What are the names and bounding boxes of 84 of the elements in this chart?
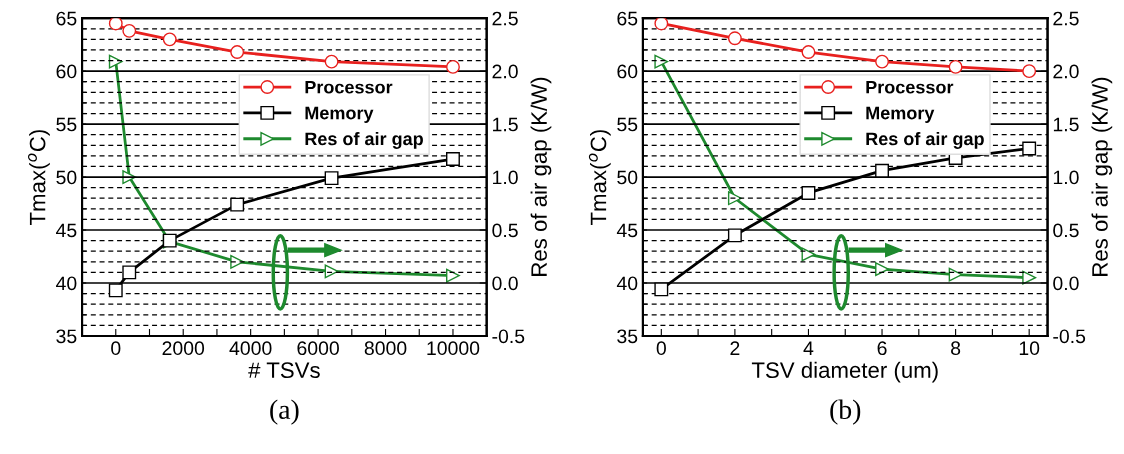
- point: [230, 45, 245, 60]
- point: [727, 228, 742, 243]
- point: [230, 254, 245, 269]
- point: [1022, 64, 1037, 79]
- x-tick-label: 0: [111, 341, 121, 356]
- y2-tick-label: 0.0: [1053, 276, 1079, 291]
- point: [446, 59, 460, 74]
- point: [654, 18, 669, 31]
- y-tick-label: 50: [617, 170, 638, 185]
- point: [324, 54, 339, 69]
- point: [108, 18, 123, 31]
- y2-tick-label: 2.0: [492, 64, 518, 79]
- legend-label: Processor: [866, 80, 954, 94]
- point: [801, 186, 816, 200]
- x-tick-label: 6: [877, 341, 887, 356]
- y-tick-label: 35: [56, 329, 77, 344]
- legend-label: Memory: [866, 106, 935, 123]
- y2-tick-label: 0.5: [492, 223, 518, 238]
- y-tick-label: 55: [56, 117, 77, 132]
- text: (a): [270, 399, 299, 425]
- y2-tick-label: -0.5: [1053, 329, 1086, 344]
- x-tick-label: 0: [656, 341, 666, 356]
- y-tick-label: 60: [617, 64, 638, 79]
- x-axis-title: # TSVs: [248, 362, 320, 379]
- point: [1022, 141, 1037, 156]
- y2-tick-label: 2.5: [492, 11, 518, 26]
- point: [230, 197, 245, 212]
- y-tick-label: 45: [616, 223, 638, 238]
- y-axis-title: Tmax($^{o}$C): [588, 130, 611, 225]
- legend-label: Memory: [305, 106, 374, 123]
- point: [948, 59, 963, 74]
- y-axis-title: Tmax($^{o}$C): [28, 130, 50, 225]
- point: [108, 283, 123, 298]
- x-tick-label: 8000: [364, 341, 407, 356]
- y2-tick-label: -0.5: [492, 329, 525, 344]
- y2-tick-label: 1.0: [493, 170, 518, 185]
- point: [727, 31, 742, 46]
- legend-label: Processor: [305, 80, 393, 94]
- point: [875, 262, 889, 277]
- y2-tick-label: 0.0: [492, 276, 518, 291]
- y2-tick-label: 1.5: [1053, 117, 1079, 132]
- legend-label: Res of air gap: [866, 131, 984, 149]
- x-tick-label: 2000: [162, 341, 205, 356]
- y-tick-label: 50: [56, 170, 77, 185]
- x-axis-title: TSV diameter (um): [751, 361, 938, 383]
- y-tick-label: 40: [56, 276, 77, 291]
- point: [324, 264, 339, 279]
- y2-tick-label: 0.5: [1053, 223, 1079, 238]
- point: [324, 171, 339, 186]
- y-tick-label: 40: [616, 276, 638, 291]
- point: [875, 54, 889, 69]
- point: [162, 32, 177, 47]
- x-tick-label: 2: [730, 341, 740, 355]
- point: [122, 23, 137, 38]
- y-tick-label: 45: [56, 223, 77, 238]
- y2-tick-label: 2.0: [1053, 64, 1079, 79]
- text: (b): [830, 399, 861, 425]
- point: [446, 268, 460, 283]
- y-tick-label: 65: [56, 11, 77, 26]
- y2-axis-title: Res of air gap (K/W): [1091, 77, 1113, 276]
- y2-tick-label: 2.5: [1053, 11, 1079, 26]
- x-tick-label: 10000: [427, 341, 480, 356]
- x-tick-label: 4: [803, 341, 814, 355]
- point: [727, 191, 742, 206]
- point: [654, 54, 669, 69]
- x-tick-label: 10: [1019, 341, 1040, 356]
- legend-label: Res of air gap: [305, 131, 423, 149]
- y2-axis-title: Res of air gap (K/W): [530, 77, 552, 276]
- point: [446, 152, 460, 166]
- point: [108, 54, 123, 69]
- x-tick-label: 6000: [297, 341, 339, 356]
- y-tick-label: 55: [617, 117, 638, 132]
- point: [654, 282, 669, 297]
- y-tick-label: 60: [56, 64, 77, 79]
- point: [875, 163, 889, 178]
- y2-tick-label: 1.5: [493, 117, 518, 132]
- point: [122, 265, 137, 280]
- y-tick-label: 65: [617, 11, 638, 26]
- x-tick-label: 4000: [229, 341, 272, 356]
- point: [1022, 270, 1037, 285]
- point: [801, 45, 816, 60]
- y2-tick-label: 1.0: [1053, 170, 1079, 185]
- y-tick-label: 35: [617, 329, 638, 344]
- x-tick-label: 8: [951, 341, 961, 356]
